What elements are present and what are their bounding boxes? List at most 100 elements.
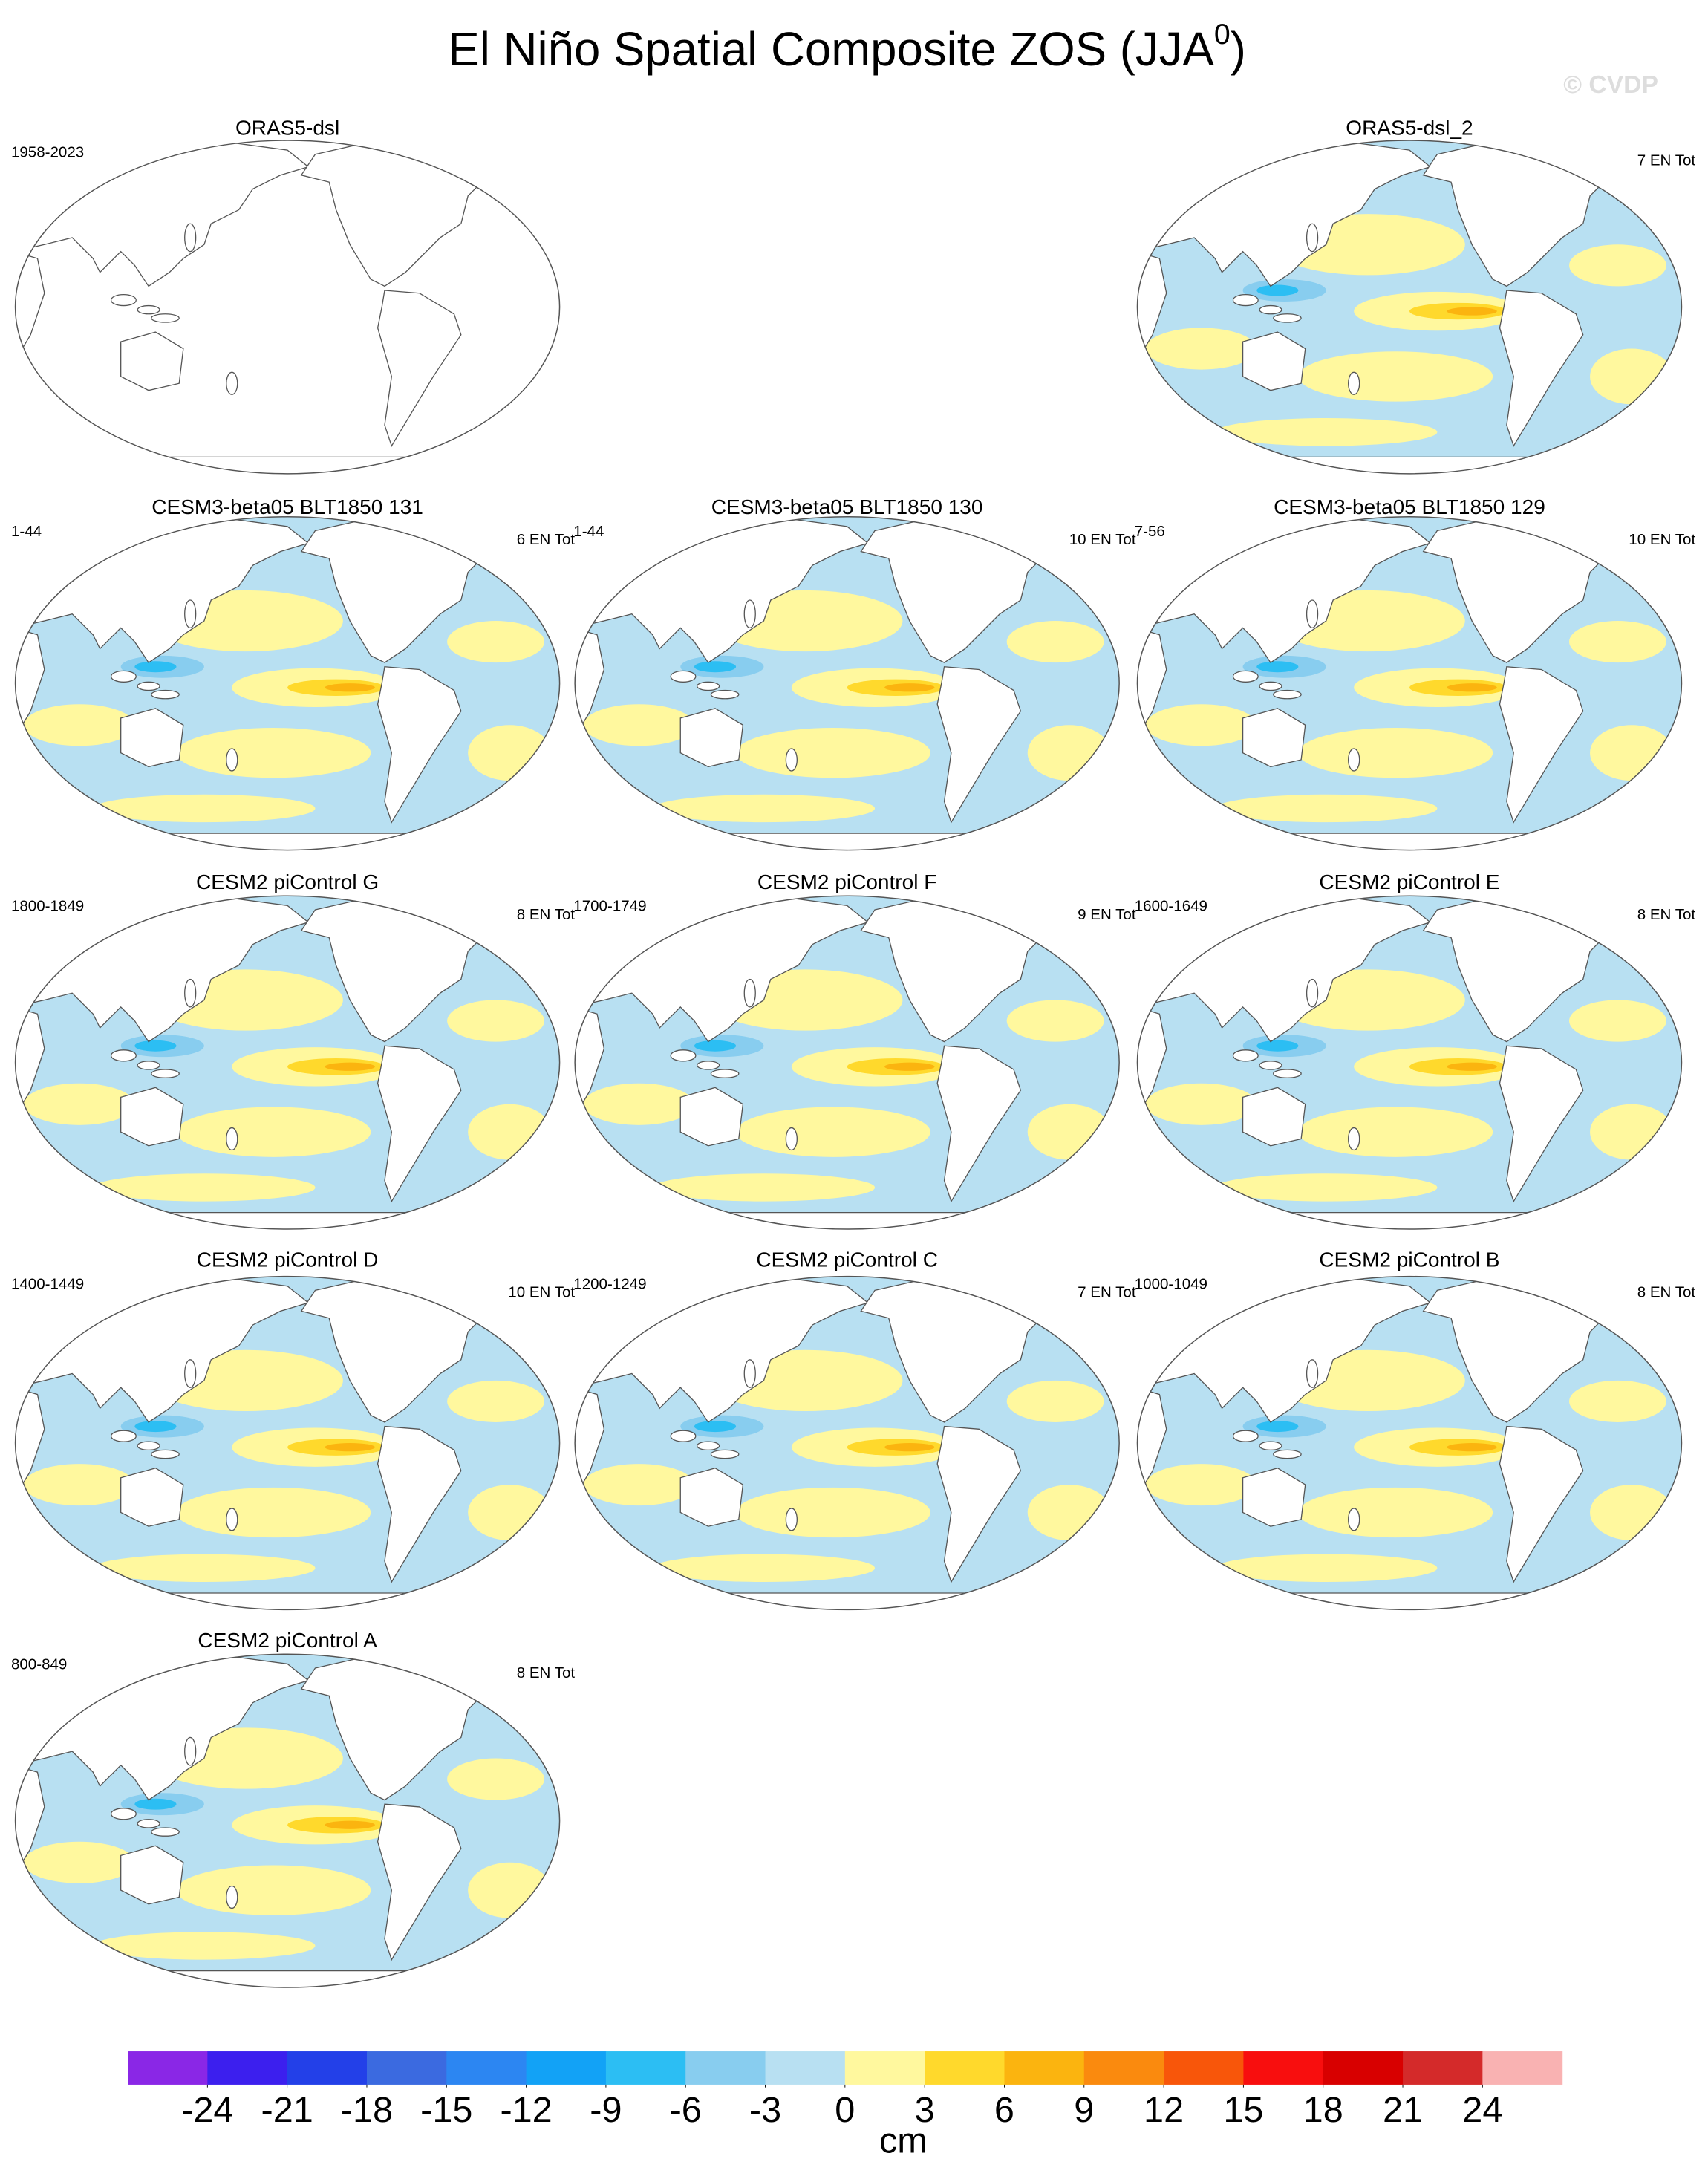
panel-count: 8 EN Tot — [517, 906, 576, 923]
color-box — [685, 2051, 766, 2085]
colorbar-label: -9 — [590, 2090, 622, 2130]
panel-title: CESM2 piControl D — [197, 1248, 379, 1271]
panel-title: CESM3-beta05 BLT1850 131 — [151, 495, 423, 518]
panel-period: 1958-2023 — [11, 143, 84, 160]
panel-title: CESM2 piControl F — [757, 870, 936, 893]
colorbar-label: 12 — [1144, 2090, 1184, 2130]
title-close: ) — [1231, 23, 1246, 76]
panel-title: CESM3-beta05 BLT1850 129 — [1274, 495, 1545, 518]
map-panel: CESM3-beta05 BLT1850 130 1-44 10 EN Tot — [570, 495, 1136, 857]
color-box — [1164, 2051, 1244, 2085]
panel-period: 1600-1649 — [1135, 898, 1207, 915]
map-panel: CESM2 piControl F 1700-1749 9 EN Tot — [570, 870, 1136, 1237]
colorbar-label: 9 — [1074, 2090, 1094, 2130]
map-panel: CESM2 piControl D 1400-1449 10 EN Tot — [10, 1248, 575, 1616]
color-box — [526, 2051, 607, 2085]
colorbar-label: -24 — [181, 2090, 233, 2130]
map-coastlines — [14, 139, 561, 481]
color-box — [925, 2051, 1005, 2085]
panel-count: 8 EN Tot — [1637, 906, 1696, 923]
colorbar-label: -6 — [670, 2090, 702, 2130]
color-box — [1403, 2051, 1483, 2085]
panel-count: 7 EN Tot — [1078, 1284, 1136, 1301]
panel-period: 1-44 — [11, 523, 42, 540]
panel-title: CESM2 piControl E — [1319, 870, 1499, 893]
panel-period: 7-56 — [1135, 523, 1165, 540]
colorbar-label: -15 — [420, 2090, 472, 2130]
color-box — [1243, 2051, 1324, 2085]
color-box — [207, 2051, 288, 2085]
map-field — [1132, 1269, 1687, 1616]
panel-title: CESM2 piControl A — [198, 1629, 377, 1652]
map-field — [10, 509, 565, 856]
figure-title: El Niño Spatial Composite ZOS (JJA0) — [448, 18, 1246, 76]
map-field — [10, 1269, 565, 1616]
map-field — [570, 889, 1125, 1236]
map-panel: CESM3-beta05 BLT1850 129 7-56 10 EN Tot — [1132, 495, 1695, 857]
panel-period: 800-849 — [11, 1656, 67, 1673]
panel-count: 6 EN Tot — [517, 531, 576, 548]
map-field — [1132, 889, 1687, 1236]
panel-title: ORAS5-dsl_2 — [1346, 116, 1473, 139]
map-panel: ORAS5-dsl_2 7 EN Tot — [1132, 116, 1695, 481]
panel-period: 1800-1849 — [11, 898, 84, 915]
panel-title: CESM2 piControl B — [1319, 1248, 1499, 1271]
colorbar-label: 3 — [915, 2090, 935, 2130]
color-box — [1083, 2051, 1164, 2085]
panel-count: 8 EN Tot — [1637, 1284, 1696, 1301]
panel-count: 10 EN Tot — [1629, 531, 1695, 548]
color-box — [446, 2051, 527, 2085]
map-field — [10, 889, 565, 1236]
map-field — [570, 1269, 1125, 1616]
map-panel: ORAS5-dsl 1958-2023 — [11, 116, 561, 481]
colorbar-label: -12 — [500, 2090, 552, 2130]
panel-period: 1700-1749 — [573, 898, 646, 915]
colorbar-unit: cm — [879, 2120, 928, 2160]
color-box — [287, 2051, 368, 2085]
title-text: El Niño Spatial Composite ZOS (JJA — [448, 23, 1214, 76]
color-box — [1323, 2051, 1404, 2085]
panel-count: 10 EN Tot — [508, 1284, 575, 1301]
colorbar-label: 6 — [994, 2090, 1014, 2130]
panel-period: 1200-1249 — [573, 1275, 646, 1292]
panel-count: 8 EN Tot — [517, 1664, 576, 1681]
colorbar-label: 0 — [835, 2090, 855, 2130]
colorbar-label: -3 — [749, 2090, 781, 2130]
map-panel: CESM2 piControl C 1200-1249 7 EN Tot — [570, 1248, 1136, 1616]
panel-period: 1-44 — [573, 523, 604, 540]
panel-period: 1000-1049 — [1135, 1275, 1207, 1292]
panel-title: CESM2 piControl G — [196, 870, 379, 893]
color-box — [1482, 2051, 1563, 2085]
color-box — [128, 2051, 208, 2085]
colorbar-label: 18 — [1303, 2090, 1343, 2130]
panel-count: 10 EN Tot — [1069, 531, 1136, 548]
panel-count: 9 EN Tot — [1078, 906, 1136, 923]
panel-period: 1400-1449 — [11, 1275, 84, 1292]
panel-title: ORAS5-dsl — [235, 116, 339, 139]
colorbar-label: 24 — [1462, 2090, 1502, 2130]
colorbar-label: 15 — [1223, 2090, 1263, 2130]
colorbar-label: 21 — [1383, 2090, 1423, 2130]
panel-count: 7 EN Tot — [1637, 152, 1696, 169]
map-panel: CESM2 piControl G 1800-1849 8 EN Tot — [10, 870, 575, 1237]
map-field — [1132, 509, 1687, 856]
color-box — [366, 2051, 447, 2085]
color-box — [605, 2051, 686, 2085]
watermark: © CVDP — [1563, 71, 1658, 99]
map-panel: CESM2 piControl A 800-849 8 EN Tot — [10, 1629, 575, 1995]
map-panel: CESM2 piControl B 1000-1049 8 EN Tot — [1132, 1248, 1695, 1616]
color-box — [765, 2051, 846, 2085]
panel-title: CESM3-beta05 BLT1850 130 — [711, 495, 983, 518]
colorbar-label: -21 — [261, 2090, 313, 2130]
title-superscript: 0 — [1214, 18, 1231, 51]
map-field — [10, 1647, 565, 1994]
color-box — [844, 2051, 925, 2085]
color-box — [1004, 2051, 1085, 2085]
map-field — [570, 509, 1125, 856]
panel-title: CESM2 piControl C — [756, 1248, 938, 1271]
map-field — [1132, 134, 1687, 481]
map-panel: CESM3-beta05 BLT1850 131 1-44 6 EN Tot — [10, 495, 575, 857]
map-panel: CESM2 piControl E 1600-1649 8 EN Tot — [1132, 870, 1695, 1237]
